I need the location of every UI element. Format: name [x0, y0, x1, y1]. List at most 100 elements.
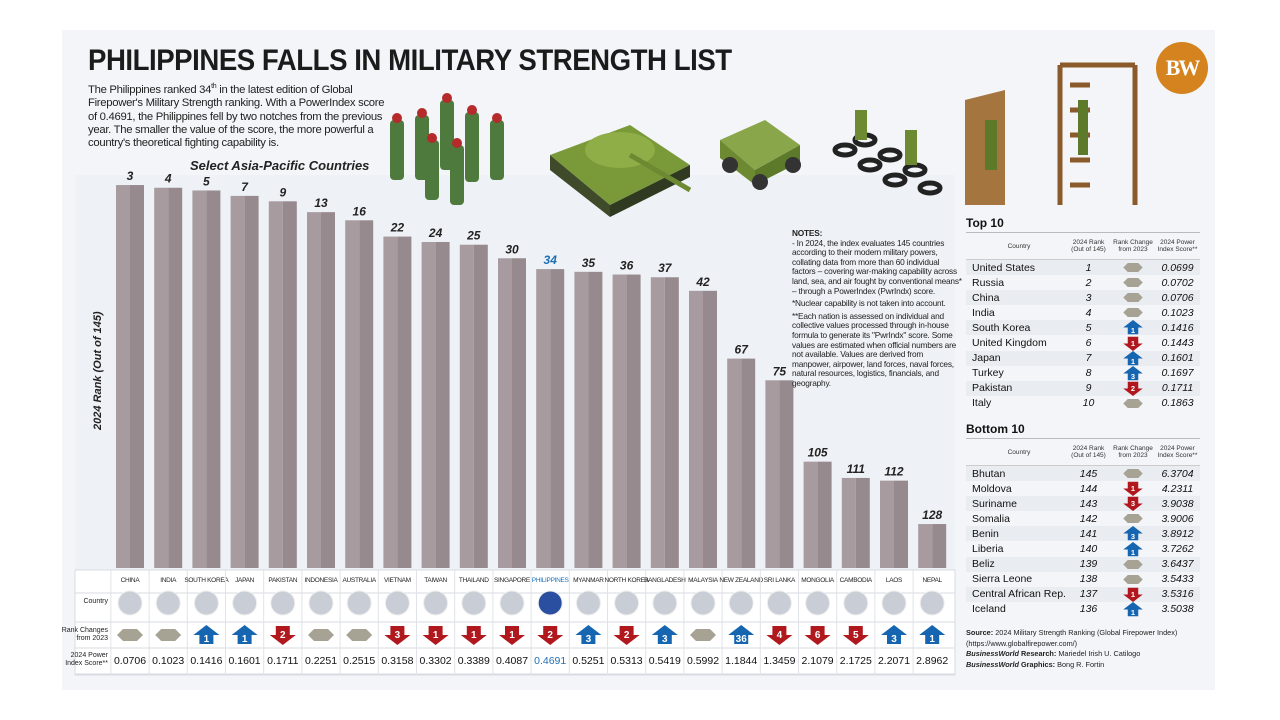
y-axis-label: 2024 Rank (Out of 145): [92, 311, 104, 430]
table-row: Moldova 144 1 4.2311: [966, 481, 1200, 497]
power-index-value: 2.1079: [802, 655, 834, 667]
bar-value-label: 4: [164, 172, 172, 186]
score-value: 3.6437: [1161, 558, 1194, 571]
rank-up-icon: 3: [1123, 365, 1143, 380]
rank-down-icon: 3: [1123, 496, 1143, 512]
country-name: Beliz: [972, 558, 995, 571]
intro-sup: th: [211, 83, 217, 90]
rank-change-icon: 3: [1123, 526, 1143, 541]
country-name: United Kingdom: [972, 337, 1047, 350]
table-row: South Korea 5 1 0.1416: [966, 320, 1200, 336]
flag-icon: [919, 590, 945, 616]
bar-shade: [359, 220, 374, 569]
bar-myanmar: [574, 271, 589, 568]
rank-up-icon: 3: [575, 625, 602, 645]
country-label: THAILAND: [459, 577, 489, 584]
bar-shade: [473, 244, 488, 568]
svg-text:1: 1: [242, 634, 248, 645]
table-row: India 4 0.1023: [966, 305, 1200, 320]
country-name: China: [972, 291, 1000, 304]
header-country: Country: [1007, 448, 1031, 456]
flag-icon: [614, 590, 640, 616]
svg-text:2: 2: [1131, 384, 1135, 393]
flag-icon: [308, 590, 334, 616]
humvee-illustration: [720, 120, 801, 190]
svg-text:4: 4: [777, 630, 783, 641]
rank-change-cell: [1111, 572, 1155, 587]
svg-text:1: 1: [1131, 484, 1135, 493]
bottom10-rows: Bhutan 145 6.3704 Moldova 144 1 4.2311 Suriname…: [966, 466, 1200, 617]
table-row: Central African Rep. 137 1 3.5316: [966, 586, 1200, 602]
label: Graphics:: [1018, 659, 1056, 669]
rank-change-icon: 1: [1123, 587, 1143, 602]
graphics-credit: BusinessWorld Graphics: Bong R. Fortin: [966, 660, 1206, 671]
flag-icon: [881, 590, 907, 616]
bottom10-title: Bottom 10: [966, 422, 1200, 439]
research-credit: BusinessWorld Research: Mariedel Irish U…: [966, 649, 1206, 660]
svg-text:1: 1: [1131, 326, 1135, 335]
rank-value: 144: [1079, 482, 1098, 495]
flag-icon: [232, 590, 258, 616]
flag-icon: [805, 590, 831, 616]
svg-text:5: 5: [853, 630, 859, 641]
bar-sri-lanka: [765, 380, 780, 568]
country-name: Sierra Leone: [972, 573, 1033, 586]
svg-text:1: 1: [471, 630, 477, 641]
score-value: 0.1443: [1161, 337, 1194, 350]
bar-shade: [855, 477, 870, 568]
row-label: Country: [83, 598, 108, 605]
score-value: 0.0702: [1161, 276, 1194, 289]
rank-value: 3: [1085, 291, 1092, 304]
rank-value: 7: [1085, 352, 1092, 365]
svg-text:1: 1: [204, 634, 210, 645]
bar-shade: [550, 269, 565, 568]
country-name: South Korea: [972, 321, 1031, 334]
country-name: Bhutan: [972, 467, 1006, 480]
bar-value-label: 42: [695, 275, 710, 289]
header-rank: 2024 Rank (Out of 145): [1071, 445, 1106, 459]
no-change-icon: [1123, 398, 1143, 408]
country-name: Benin: [972, 527, 999, 540]
power-index-value: 0.5251: [572, 655, 604, 667]
bar-shade: [206, 190, 221, 568]
rank-change-cell: 3: [1111, 496, 1155, 512]
flag-icon: [499, 590, 525, 616]
flag-icon: [575, 590, 601, 616]
bar-shade: [932, 524, 947, 568]
bar-value-label: 111: [847, 462, 866, 476]
country-name: Turkey: [972, 367, 1004, 380]
score-value: 3.5316: [1161, 588, 1194, 601]
flag-icon: [423, 590, 449, 616]
power-index-value: 0.5313: [611, 655, 643, 667]
org: BusinessWorld: [966, 649, 1019, 658]
bar-shade: [894, 480, 908, 568]
rank-change-icon: 1: [1123, 320, 1143, 335]
bar-value-label: 13: [314, 196, 328, 210]
table-row: Italy 10 0.1863: [966, 396, 1200, 411]
svg-text:1: 1: [929, 634, 935, 645]
score-value: 0.1863: [1161, 397, 1194, 410]
flag-icon: [193, 590, 219, 616]
flag-icon: [270, 590, 296, 616]
row-label: Index Score**: [65, 660, 108, 667]
rank-change-icon: [1123, 398, 1143, 408]
table-row: United States 1 0.0699: [966, 260, 1200, 276]
table-row: Beliz 139 3.6437: [966, 556, 1200, 572]
score-value: 0.1711: [1161, 382, 1194, 395]
rank-down-icon: 5: [842, 626, 869, 645]
bar-value-label: 16: [353, 204, 367, 218]
power-index-value: 0.1023: [152, 655, 184, 667]
power-index-value: 2.2071: [878, 655, 910, 667]
power-index-value: 0.2515: [343, 655, 375, 667]
power-index-value: 0.1601: [229, 655, 261, 667]
rank-change-cell: 1: [1111, 320, 1155, 335]
rank-up-icon: 1: [1123, 320, 1143, 335]
power-index-value: 1.1844: [725, 655, 757, 667]
no-change-icon: [1123, 469, 1143, 479]
svg-text:1: 1: [509, 630, 515, 641]
svg-text:36: 36: [736, 634, 748, 645]
rank-change-icon: [1123, 278, 1143, 288]
score-value: 0.0706: [1161, 291, 1194, 304]
table-row: Japan 7 1 0.1601: [966, 350, 1200, 366]
bar-value-label: 24: [428, 226, 443, 240]
